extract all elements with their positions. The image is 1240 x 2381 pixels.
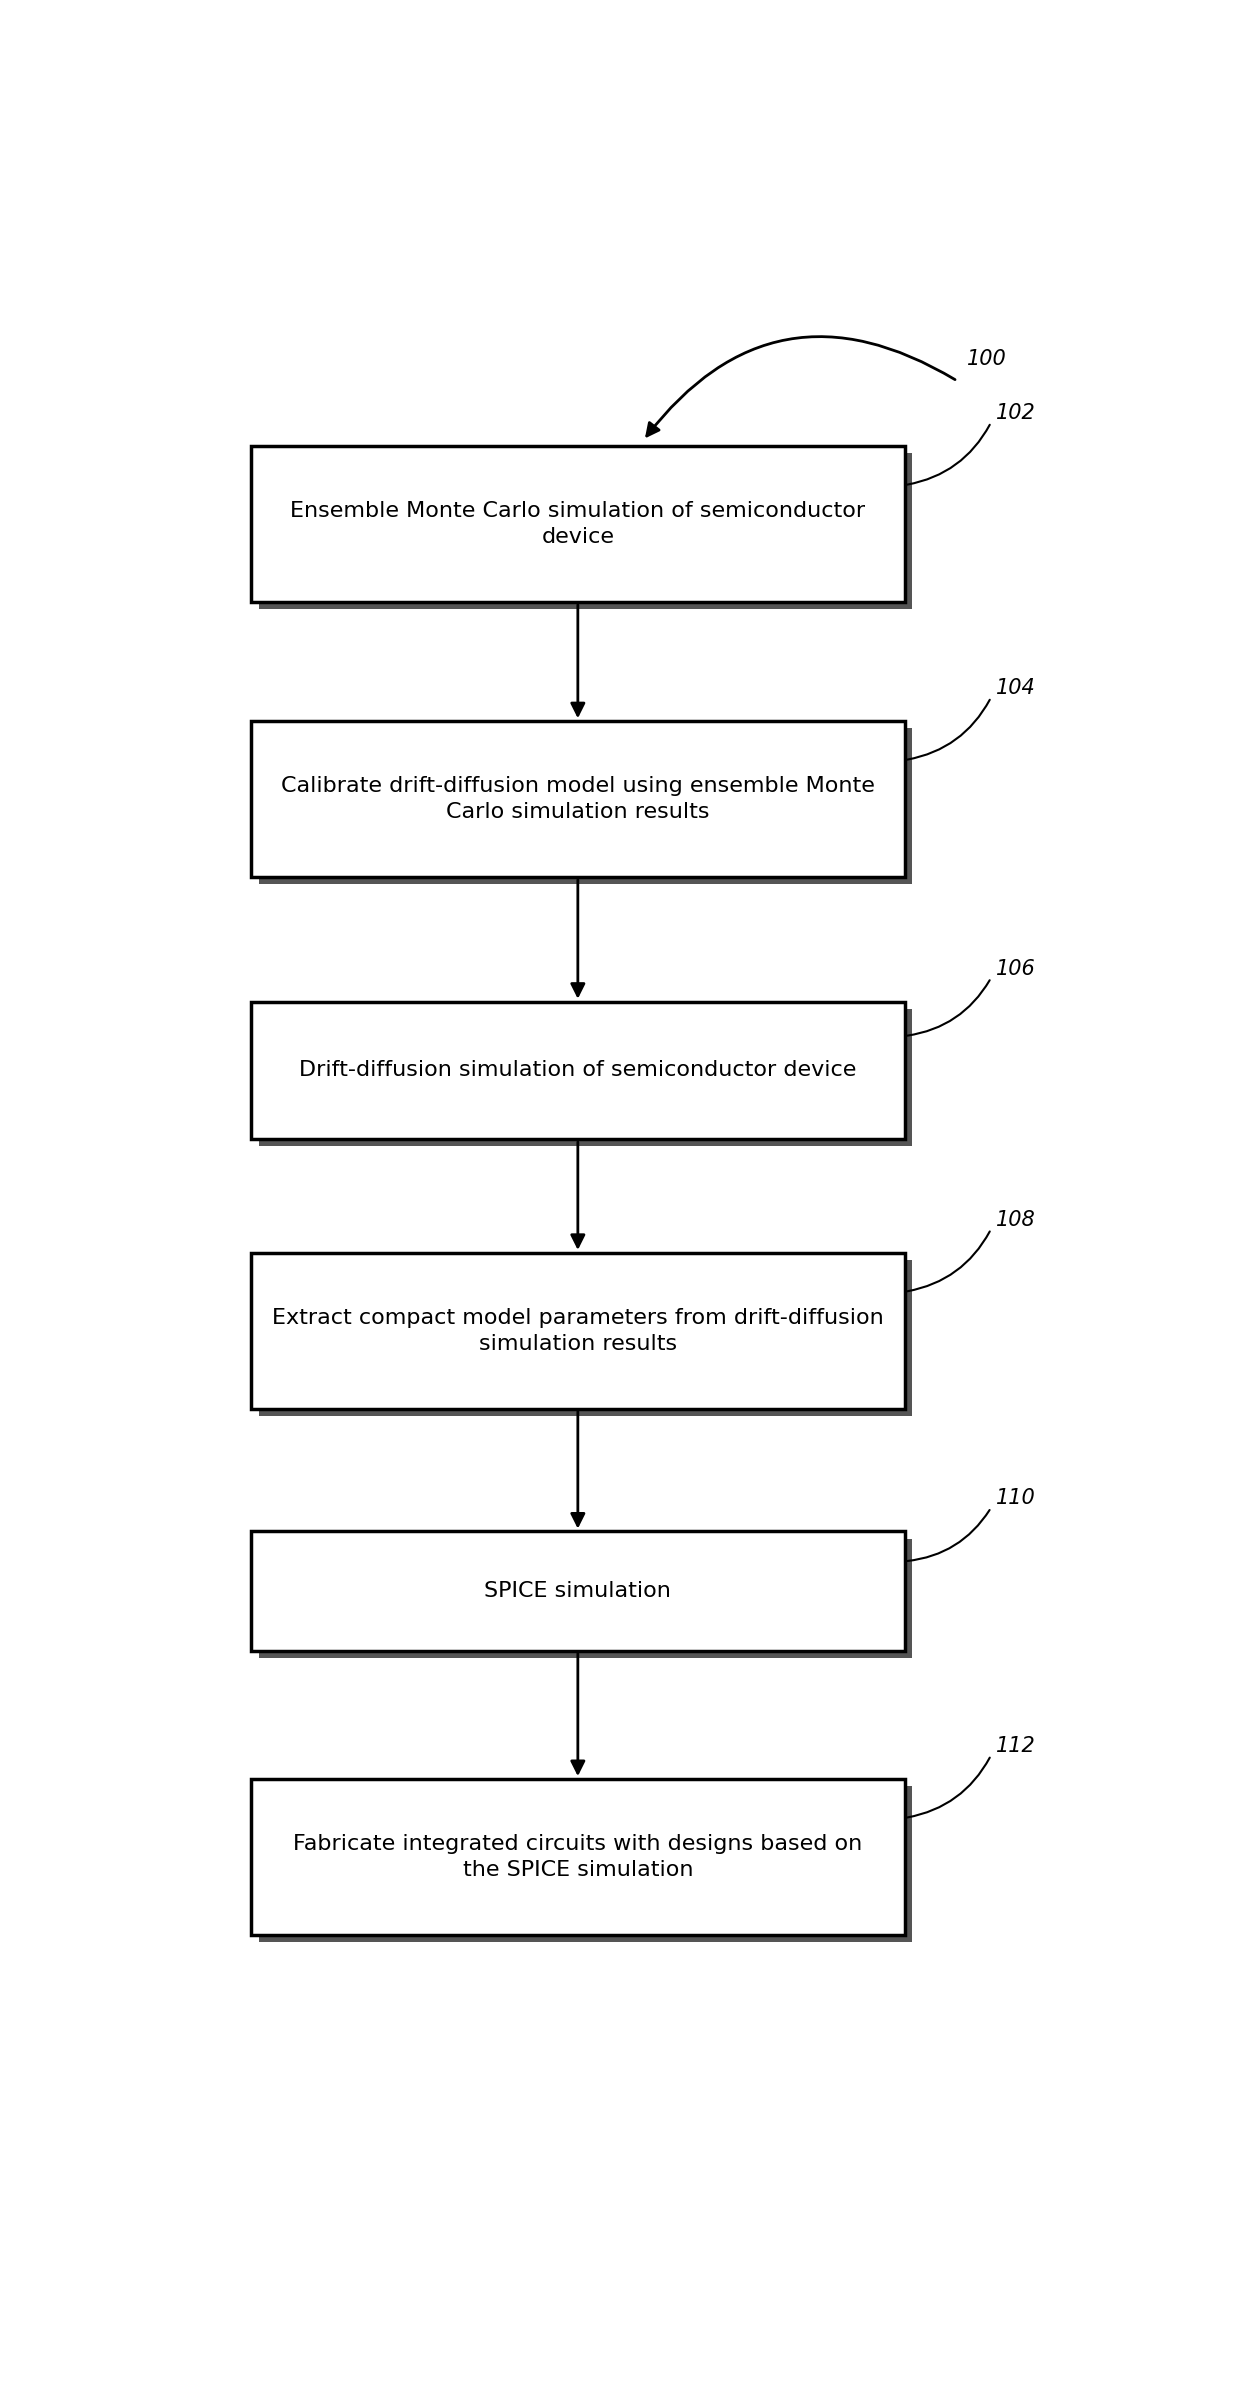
FancyBboxPatch shape (259, 1538, 913, 1657)
FancyBboxPatch shape (250, 445, 905, 602)
FancyBboxPatch shape (250, 1002, 905, 1138)
Text: 100: 100 (967, 350, 1007, 369)
FancyBboxPatch shape (259, 452, 913, 610)
Text: 104: 104 (996, 679, 1035, 698)
FancyBboxPatch shape (259, 1010, 913, 1148)
Text: 110: 110 (996, 1488, 1035, 1510)
Text: Calibrate drift-diffusion model using ensemble Monte
Carlo simulation results: Calibrate drift-diffusion model using en… (281, 776, 874, 821)
FancyBboxPatch shape (259, 729, 913, 883)
Text: 108: 108 (996, 1210, 1035, 1231)
Text: Fabricate integrated circuits with designs based on
the SPICE simulation: Fabricate integrated circuits with desig… (293, 1833, 863, 1881)
Text: 102: 102 (996, 402, 1035, 424)
Text: 112: 112 (996, 1736, 1035, 1757)
FancyBboxPatch shape (250, 721, 905, 876)
Text: Ensemble Monte Carlo simulation of semiconductor
device: Ensemble Monte Carlo simulation of semic… (290, 500, 866, 548)
Text: Extract compact model parameters from drift-diffusion
simulation results: Extract compact model parameters from dr… (272, 1307, 884, 1355)
FancyBboxPatch shape (259, 1260, 913, 1417)
FancyBboxPatch shape (259, 1786, 913, 1943)
Text: SPICE simulation: SPICE simulation (485, 1581, 671, 1600)
Text: 106: 106 (996, 960, 1035, 979)
Text: Drift-diffusion simulation of semiconductor device: Drift-diffusion simulation of semiconduc… (299, 1060, 857, 1081)
FancyBboxPatch shape (250, 1531, 905, 1650)
FancyBboxPatch shape (250, 1252, 905, 1410)
FancyBboxPatch shape (250, 1779, 905, 1936)
